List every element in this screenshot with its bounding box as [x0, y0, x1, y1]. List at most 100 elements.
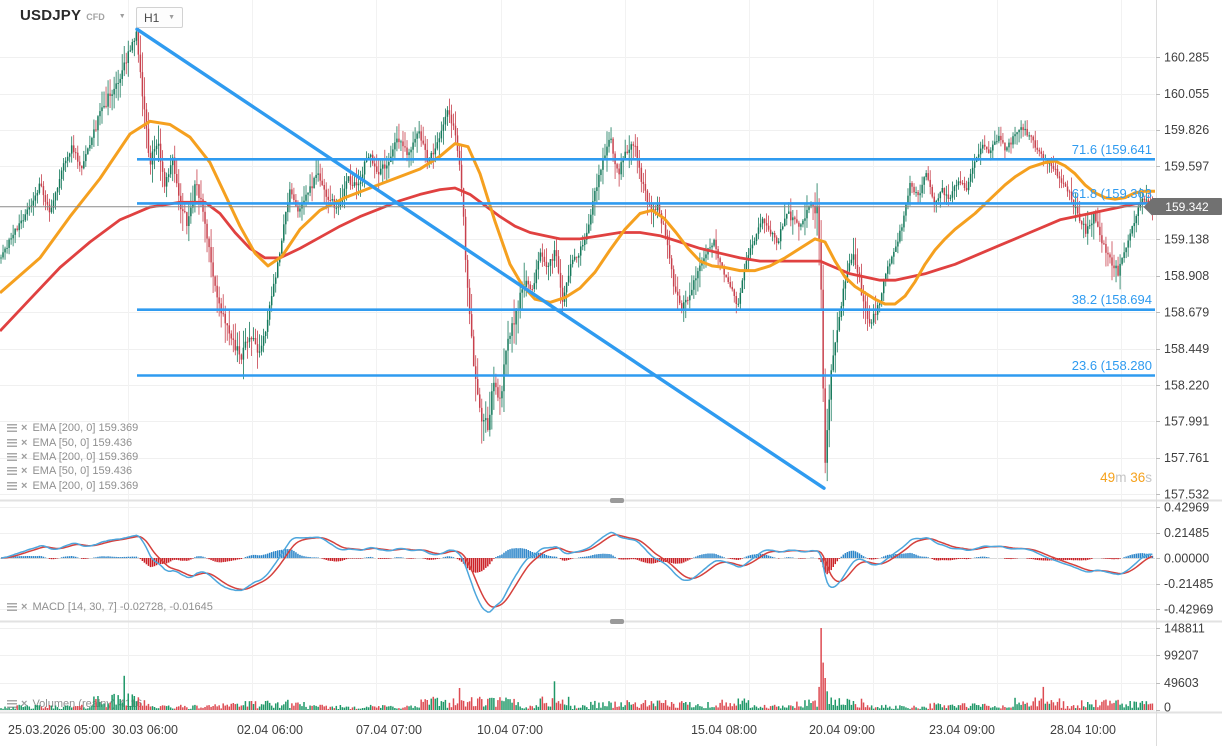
volume-bar — [1143, 704, 1146, 710]
indicator-remove-icon[interactable]: × — [21, 698, 28, 711]
indicator-remove-icon[interactable]: × — [21, 601, 28, 614]
fib-level-label[interactable]: 23.6 (158.280 — [1071, 358, 1152, 373]
indicator-remove-icon[interactable]: × — [21, 450, 28, 463]
indicator-settings-icon[interactable] — [7, 467, 17, 476]
macd-histogram-bar — [1062, 558, 1065, 561]
macd-histogram-bar — [1087, 558, 1089, 560]
candle-body — [1058, 176, 1061, 179]
indicator-settings-icon[interactable] — [7, 438, 17, 447]
candle-body — [248, 337, 251, 342]
candle-body — [636, 146, 639, 159]
candle-body — [836, 330, 839, 343]
indicator-remove-icon[interactable]: × — [21, 465, 28, 478]
candle-body — [1066, 186, 1069, 192]
timeframe-selector[interactable]: H1 ▼ — [136, 7, 183, 28]
volume-bar — [751, 707, 754, 710]
candle-body — [945, 194, 948, 196]
volume-bar — [604, 706, 606, 710]
volume-bar — [638, 707, 641, 710]
macd-histogram-bar — [535, 552, 538, 558]
macd-histogram-bar — [693, 557, 695, 558]
chevron-down-icon[interactable]: ▼ — [168, 14, 175, 21]
candle-body — [62, 163, 65, 171]
indicator-settings-icon[interactable] — [7, 700, 17, 709]
pane-resize-handle[interactable] — [610, 619, 624, 624]
volume-bar — [313, 705, 315, 710]
volume-bar — [501, 700, 503, 710]
chevron-down-icon[interactable]: ▼ — [118, 13, 126, 20]
candle-body — [121, 70, 123, 79]
candle-body — [509, 335, 511, 339]
volume-bar — [274, 703, 277, 710]
macd-histogram-bar — [882, 556, 885, 558]
time-axis[interactable]: 25.03.2026 05:00 30.03 06:00 02.04 06:00 07… — [8, 723, 1116, 737]
candle-body — [695, 278, 697, 281]
candle-body — [723, 267, 725, 275]
volume-bar — [319, 704, 321, 710]
macd-histogram-bar — [957, 558, 960, 559]
volume-bar — [715, 705, 717, 710]
volume-bar — [30, 708, 33, 710]
candle-body — [317, 173, 319, 175]
volume-bar — [46, 708, 49, 710]
indicator-settings-icon[interactable] — [7, 603, 17, 612]
grid-vertical — [128, 0, 1122, 712]
macd-histogram-bar — [274, 551, 277, 558]
macd-histogram-bar — [547, 555, 550, 558]
macd-histogram-bar — [1147, 554, 1150, 558]
fib-level-label[interactable]: 71.6 (159.641 — [1071, 142, 1152, 157]
volume-bar — [836, 705, 839, 710]
volume-bar — [1030, 705, 1032, 710]
macd-histogram-bar — [48, 558, 51, 559]
symbol-selector[interactable]: USDJPY CFD ▼ — [20, 7, 126, 24]
candle-body — [99, 111, 101, 117]
macd-histogram-bar — [652, 558, 655, 564]
candle-body — [161, 161, 164, 172]
candle-body — [109, 93, 111, 96]
price-axis[interactable]: 160.285160.055159.826159.597159.138158.9… — [1156, 50, 1213, 714]
volume-bar — [262, 704, 265, 710]
candle-body — [230, 333, 233, 339]
fib-level-label[interactable]: 61.8 (159.363 — [1071, 186, 1152, 201]
indicator-remove-icon[interactable]: × — [21, 436, 28, 449]
pane-resize-handle[interactable] — [610, 498, 624, 503]
volume-bar — [521, 708, 523, 710]
indicator-remove-icon[interactable]: × — [21, 479, 28, 492]
volume-bar — [1131, 707, 1133, 710]
candle-body — [1054, 168, 1057, 170]
indicator-settings-icon[interactable] — [7, 481, 17, 490]
volume-bar — [743, 698, 746, 710]
macd-histogram-bar — [18, 556, 20, 558]
volume-bar — [414, 706, 416, 710]
macd-histogram-bar — [899, 553, 901, 558]
indicator-settings-icon[interactable] — [7, 452, 17, 461]
candle-body — [977, 154, 980, 158]
volume-bar — [299, 704, 301, 710]
candle-body — [268, 305, 271, 320]
indicator-remove-icon[interactable]: × — [21, 422, 28, 435]
macd-histogram-bar — [559, 558, 562, 560]
candle-body — [115, 83, 117, 89]
trendline[interactable] — [135, 27, 826, 490]
volume-bar — [784, 707, 786, 710]
macd-histogram-bar — [22, 556, 24, 558]
volume-bar — [192, 705, 194, 710]
price-axis-label: 158.679 — [1164, 305, 1209, 319]
candle-body — [305, 194, 307, 201]
macd-histogram-bar — [276, 550, 279, 558]
volume-bar — [456, 703, 459, 710]
candle-body — [18, 223, 20, 231]
fib-level-label[interactable]: 38.2 (158.694 — [1071, 292, 1152, 307]
candle-body — [971, 167, 974, 174]
macd-histogram-bar — [600, 553, 602, 558]
macd-histogram-bar — [159, 558, 162, 564]
macd-histogram-bar — [1054, 558, 1057, 561]
candle-body — [1022, 127, 1024, 131]
volume-bar — [727, 706, 729, 710]
macd-histogram-bar — [109, 556, 111, 558]
candle-body — [596, 187, 598, 191]
indicator-settings-icon[interactable] — [7, 424, 17, 433]
volume-bar — [272, 707, 275, 710]
candle-body — [620, 162, 622, 175]
